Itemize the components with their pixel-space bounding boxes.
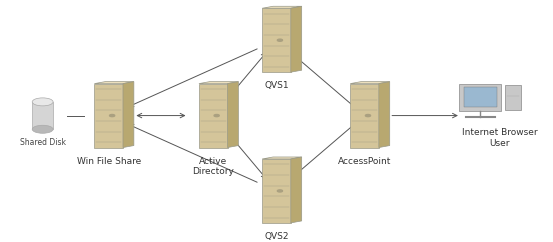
- Text: Internet Browser
User: Internet Browser User: [462, 128, 537, 148]
- Polygon shape: [199, 82, 238, 83]
- Polygon shape: [291, 6, 302, 72]
- Circle shape: [278, 39, 283, 41]
- Polygon shape: [262, 6, 302, 8]
- FancyBboxPatch shape: [32, 102, 53, 129]
- Polygon shape: [262, 8, 291, 72]
- Circle shape: [278, 190, 283, 192]
- Polygon shape: [379, 82, 390, 148]
- Polygon shape: [262, 157, 302, 159]
- Ellipse shape: [32, 125, 53, 133]
- Text: QVS1: QVS1: [264, 81, 289, 90]
- Text: Shared Disk: Shared Disk: [20, 138, 66, 147]
- Polygon shape: [291, 157, 302, 223]
- FancyBboxPatch shape: [460, 83, 500, 111]
- Polygon shape: [227, 82, 238, 148]
- FancyBboxPatch shape: [463, 87, 497, 107]
- Polygon shape: [123, 82, 134, 148]
- Text: QVS2: QVS2: [264, 232, 289, 241]
- Polygon shape: [95, 82, 134, 83]
- Text: AccessPoint: AccessPoint: [338, 157, 391, 166]
- Polygon shape: [262, 159, 291, 223]
- Circle shape: [214, 114, 219, 117]
- Text: Active
Directory: Active Directory: [192, 157, 234, 176]
- Polygon shape: [350, 82, 390, 83]
- Polygon shape: [95, 83, 123, 148]
- Ellipse shape: [32, 98, 53, 106]
- Circle shape: [366, 114, 371, 117]
- Circle shape: [109, 114, 114, 117]
- FancyBboxPatch shape: [505, 85, 520, 110]
- Polygon shape: [199, 83, 227, 148]
- Text: Win File Share: Win File Share: [76, 157, 141, 166]
- Polygon shape: [350, 83, 379, 148]
